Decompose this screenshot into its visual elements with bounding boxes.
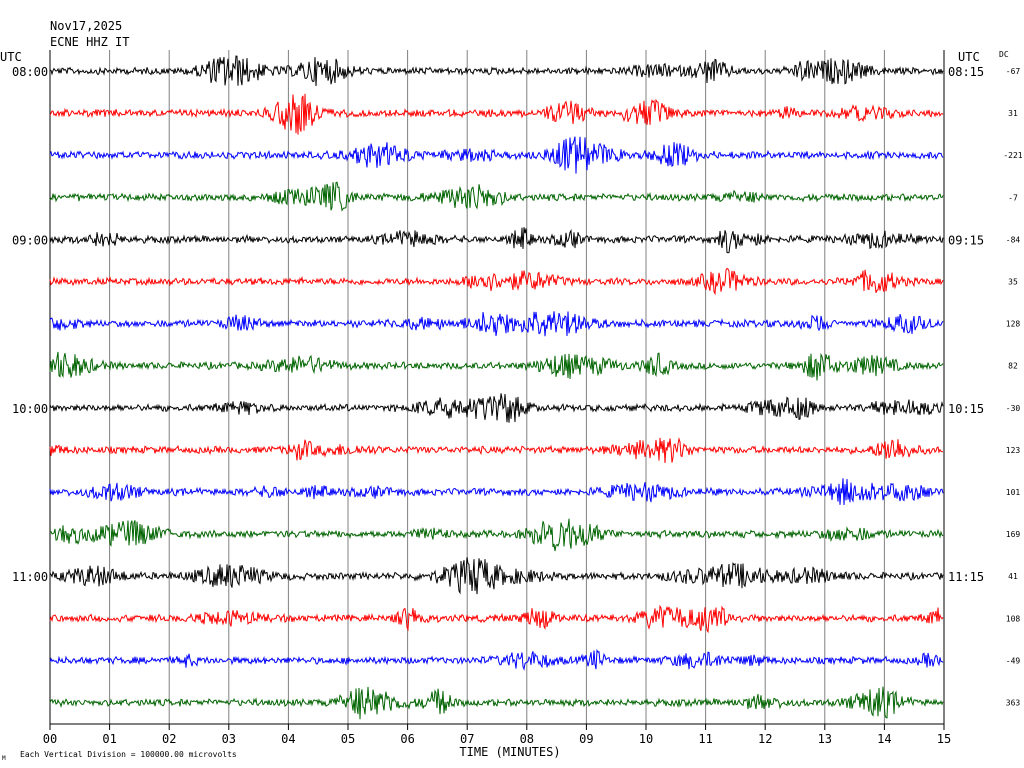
trace-line-11 xyxy=(49,478,944,506)
dc-value-label: 101 xyxy=(1006,488,1021,497)
dc-value-label: 128 xyxy=(1006,320,1021,329)
x-tick-label: 08 xyxy=(520,732,534,746)
footer-note: Each Vertical Division = 100000.00 micro… xyxy=(20,750,237,759)
dc-value-label: 169 xyxy=(1006,530,1021,539)
trace-line-4 xyxy=(49,181,944,212)
dc-value-label: 123 xyxy=(1006,446,1021,455)
x-tick-label: 15 xyxy=(937,732,951,746)
x-axis-title: TIME (MINUTES) xyxy=(459,745,560,759)
x-tick-label: 14 xyxy=(877,732,891,746)
left-hour-label: 08:00 xyxy=(12,65,48,79)
right-hour-label: 09:15 xyxy=(948,233,984,247)
dc-value-label: -84 xyxy=(1006,235,1021,244)
dc-value-label: -30 xyxy=(1006,404,1021,413)
x-tick-label: 13 xyxy=(818,732,832,746)
dc-value-label: 363 xyxy=(1006,699,1021,708)
dc-value-label: -49 xyxy=(1006,656,1021,665)
x-tick-label: 06 xyxy=(400,732,414,746)
utc-left-label: UTC xyxy=(0,50,22,64)
label-group: Nov17,2025 ECNE HHZ IT UTC UTC DC TIME (… xyxy=(0,19,1023,762)
dc-value-label: 31 xyxy=(1008,109,1018,118)
trace-line-8 xyxy=(49,351,944,381)
left-hour-label: 10:00 xyxy=(12,402,48,416)
right-hour-label: 08:15 xyxy=(948,65,984,79)
trace-line-9 xyxy=(49,393,944,423)
trace-line-12 xyxy=(49,518,944,552)
dc-value-label: -7 xyxy=(1008,193,1018,202)
dc-value-label: 35 xyxy=(1008,278,1018,287)
x-tick-label: 01 xyxy=(102,732,116,746)
trace-line-10 xyxy=(49,436,944,464)
right-hour-label: 11:15 xyxy=(948,570,984,584)
left-hour-label: 11:00 xyxy=(12,570,48,584)
dc-value-label: 41 xyxy=(1008,572,1018,581)
trace-line-1 xyxy=(49,55,944,86)
dc-value-label: -221 xyxy=(1003,151,1022,160)
trace-line-6 xyxy=(49,267,944,296)
x-tick-label: 04 xyxy=(281,732,295,746)
trace-group xyxy=(49,55,944,720)
x-tick-label: 05 xyxy=(341,732,355,746)
x-tick-label: 03 xyxy=(222,732,236,746)
footer-mark: M xyxy=(2,755,6,762)
x-tick-label: 07 xyxy=(460,732,474,746)
trace-line-13 xyxy=(49,557,944,595)
right-hour-label: 10:15 xyxy=(948,402,984,416)
x-tick-label: 10 xyxy=(639,732,653,746)
dc-value-label: -67 xyxy=(1006,67,1021,76)
trace-line-14 xyxy=(49,604,944,634)
trace-line-2 xyxy=(49,93,944,135)
left-hour-label: 09:00 xyxy=(12,233,48,247)
dc-value-label: 108 xyxy=(1006,614,1021,623)
x-tick-label: 11 xyxy=(698,732,712,746)
x-tick-label: 12 xyxy=(758,732,772,746)
trace-line-15 xyxy=(49,648,944,671)
trace-line-16 xyxy=(49,686,944,720)
x-tick-label: 00 xyxy=(43,732,57,746)
x-tick-label: 02 xyxy=(162,732,176,746)
station-label: ECNE HHZ IT xyxy=(50,35,129,49)
trace-line-3 xyxy=(49,136,944,174)
x-tick-label: 09 xyxy=(579,732,593,746)
date-label: Nov17,2025 xyxy=(50,19,122,33)
dc-value-label: 82 xyxy=(1008,362,1018,371)
trace-line-7 xyxy=(49,311,944,337)
minute-gridlines xyxy=(49,50,945,730)
trace-line-5 xyxy=(49,227,944,254)
utc-right-label: UTC xyxy=(958,50,980,64)
dc-label: DC xyxy=(999,50,1009,59)
